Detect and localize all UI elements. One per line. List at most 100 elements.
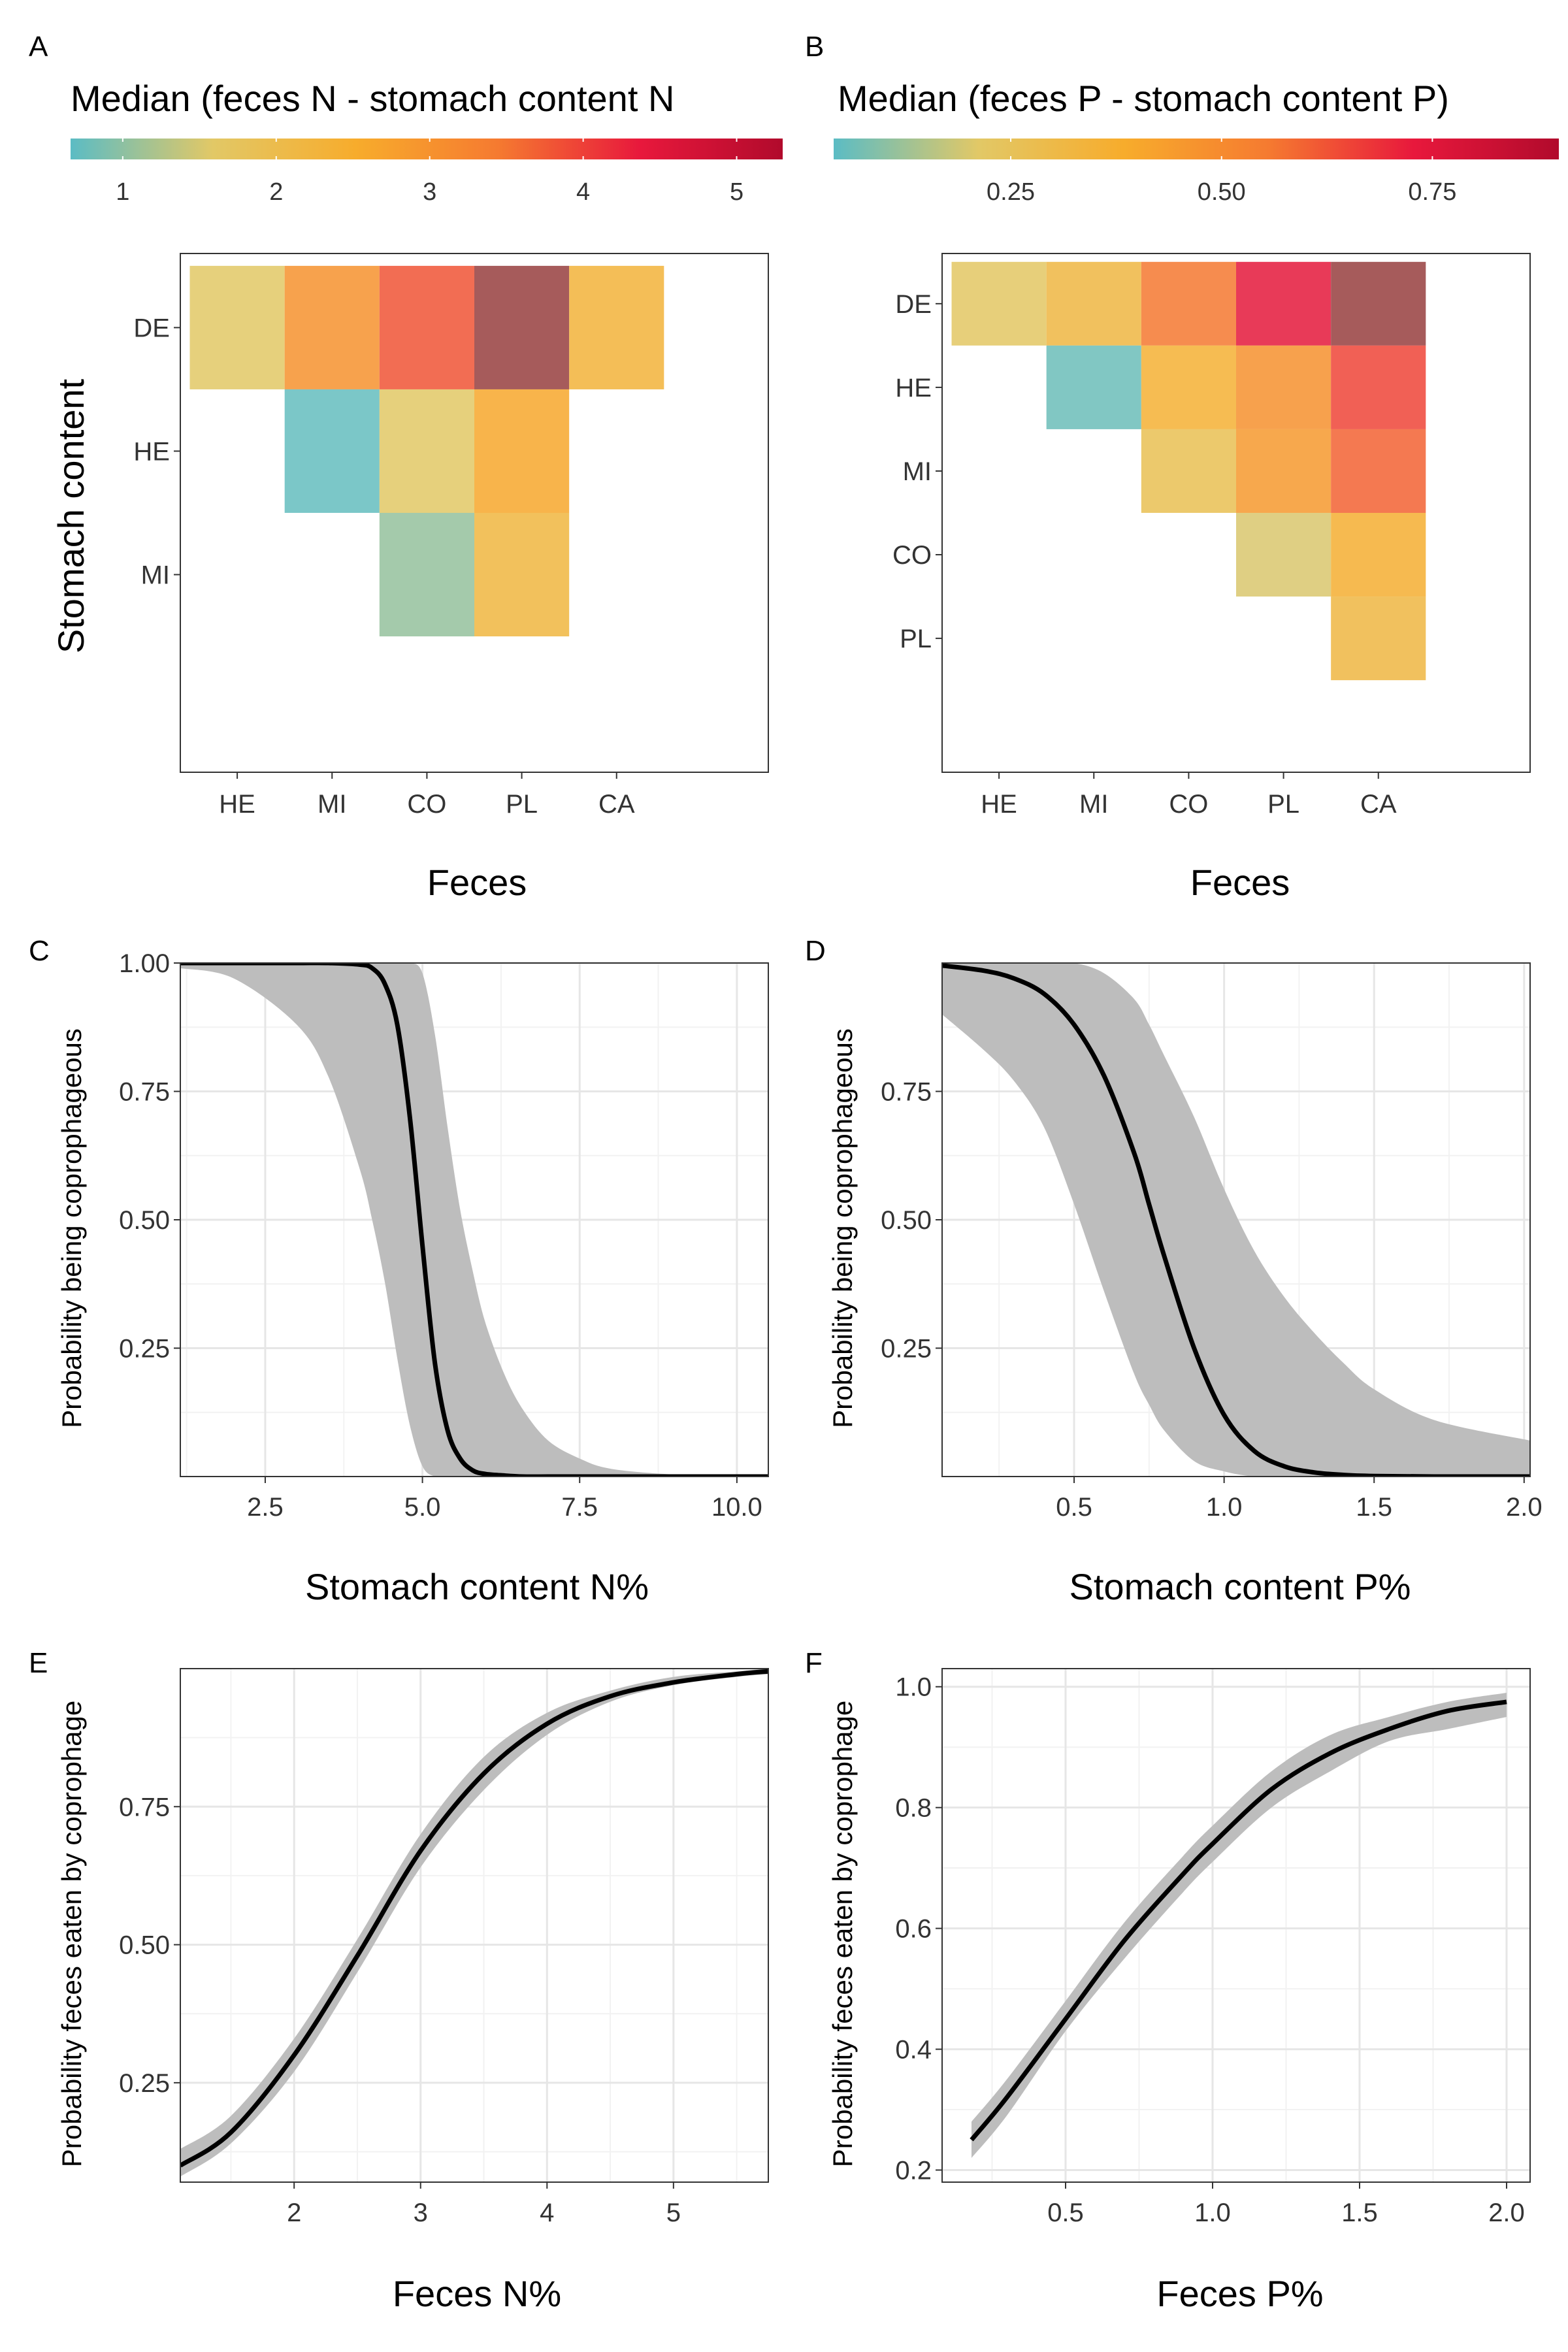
fitted-curve bbox=[180, 963, 768, 1477]
y-tick-label: 1.0 bbox=[895, 1673, 932, 1702]
panel-f: F 0.5 1.0 1.5 2.0 0.2 0.4 0.6 0.8 1.0 Feces P% P… bbox=[805, 1647, 1531, 2314]
panel-c: C 2.5 5.0 7.5 10.0 0.25 0.50 0.75 1.00 Stomach … bbox=[29, 935, 769, 1607]
x-axis-title-f: Feces P% bbox=[1156, 2273, 1323, 2314]
heatmap-cell bbox=[951, 261, 1047, 346]
color-legend-b: 0.25 0.50 0.75 bbox=[834, 139, 1559, 206]
heatmap-cell bbox=[474, 389, 570, 513]
panel-d: D 0.5 1.0 1.5 2.0 0.25 0.50 0.75 Stomach conte… bbox=[805, 935, 1543, 1607]
y-tick-label: MI bbox=[141, 561, 170, 590]
heatmap-cell bbox=[1236, 513, 1331, 597]
y-tick-label: 0.4 bbox=[895, 2036, 932, 2065]
curve-plot-e: 2 3 4 5 0.25 0.50 0.75 bbox=[119, 1668, 769, 2227]
y-tick-label: 0.75 bbox=[119, 1793, 170, 1821]
x-tick-label: 1.5 bbox=[1356, 1493, 1392, 1522]
heatmap-cell bbox=[379, 513, 474, 637]
legend-tick-label: 2 bbox=[269, 178, 283, 206]
y-tick-label: PL bbox=[900, 625, 932, 653]
fitted-curve bbox=[942, 963, 1530, 1477]
x-tick-label: CO bbox=[407, 790, 446, 819]
y-axis-title-e: Probability feces eaten by coprophage bbox=[56, 1701, 87, 2167]
x-axis-title-d: Stomach content P% bbox=[1070, 1566, 1411, 1607]
y-tick-label: 0.50 bbox=[881, 1206, 932, 1235]
x-tick-label: CO bbox=[1169, 790, 1208, 819]
panel-letter-c: C bbox=[29, 935, 50, 967]
x-tick-label: 2 bbox=[287, 2198, 301, 2227]
x-tick-label: CA bbox=[598, 790, 635, 819]
fitted-curve bbox=[180, 1669, 768, 2168]
x-axis-title-e: Feces N% bbox=[393, 2273, 561, 2314]
x-tick-label: 1.0 bbox=[1206, 1493, 1243, 1522]
heatmap-cell bbox=[379, 265, 474, 389]
confidence-ribbon bbox=[942, 963, 1530, 1477]
heatmap-cell bbox=[379, 389, 474, 513]
curve-plot-c: 2.5 5.0 7.5 10.0 0.25 0.50 0.75 1.00 bbox=[119, 949, 769, 1522]
panel-e: E 2 3 4 5 0.25 0.50 0.75 Feces N% Probability … bbox=[29, 1647, 769, 2314]
fitted-curve bbox=[970, 1699, 1507, 2142]
x-tick-label: 5 bbox=[666, 2198, 681, 2227]
panel-letter-e: E bbox=[29, 1647, 48, 1679]
heatmap-cell bbox=[1331, 345, 1426, 429]
x-tick-label: PL bbox=[1267, 790, 1299, 819]
legend-tick-label: 5 bbox=[730, 178, 743, 206]
y-tick-label: 0.25 bbox=[119, 2069, 170, 2098]
y-tick-label: DE bbox=[895, 290, 932, 319]
heatmap-cell bbox=[189, 265, 285, 389]
y-tick-label: MI bbox=[903, 457, 932, 486]
heatmap-cell bbox=[1046, 345, 1141, 429]
x-axis-title-b: Feces bbox=[1190, 862, 1290, 903]
heatmap-cell bbox=[1236, 345, 1331, 429]
heatmap-cell bbox=[474, 513, 570, 637]
legend-tick-label: 0.25 bbox=[987, 178, 1035, 206]
y-tick-label: 0.25 bbox=[881, 1335, 932, 1364]
color-legend-a: 1 2 3 4 5 bbox=[71, 139, 783, 206]
x-tick-label: 0.5 bbox=[1056, 1493, 1092, 1522]
y-tick-label: CO bbox=[892, 541, 932, 570]
heatmap-cell bbox=[1141, 261, 1236, 346]
legend-tick-label: 0.50 bbox=[1198, 178, 1246, 206]
y-axis-title-c: Probability being coprophageous bbox=[56, 1028, 87, 1428]
x-tick-label: MI bbox=[1079, 790, 1108, 819]
y-tick-label: 0.6 bbox=[895, 1915, 932, 1944]
y-tick-label: 0.2 bbox=[895, 2157, 932, 2185]
plot-background bbox=[942, 1669, 1530, 2182]
curve-plot-d: 0.5 1.0 1.5 2.0 0.25 0.50 0.75 bbox=[881, 962, 1543, 1522]
x-tick-label: PL bbox=[506, 790, 538, 819]
heatmap-cell bbox=[1236, 429, 1331, 513]
y-tick-label: 0.8 bbox=[895, 1794, 932, 1823]
x-tick-label: 1.0 bbox=[1194, 2198, 1231, 2227]
legend-title-b: Median (feces P - stomach content P) bbox=[838, 78, 1449, 119]
x-tick-label: 2.5 bbox=[247, 1493, 284, 1522]
heatmap-cell bbox=[1141, 345, 1236, 429]
y-tick-label: HE bbox=[895, 374, 932, 402]
y-tick-label: HE bbox=[133, 437, 170, 466]
heatmap-cell bbox=[1331, 429, 1426, 513]
heatmap-a: HE MI CO PL CA DE HE MI bbox=[133, 253, 769, 819]
x-tick-label: HE bbox=[219, 790, 255, 819]
heatmap-cell bbox=[1331, 513, 1426, 597]
y-axis-title-d: Probability being coprophageous bbox=[827, 1028, 858, 1428]
y-axis-title-a: Stomach content bbox=[50, 378, 91, 653]
panel-letter-d: D bbox=[805, 935, 826, 967]
y-tick-label: 1.00 bbox=[119, 949, 170, 978]
x-tick-label: 1.5 bbox=[1341, 2198, 1378, 2227]
panel-a: A Median (feces N - stomach content N 1 2… bbox=[29, 31, 783, 903]
panel-letter-b: B bbox=[805, 31, 824, 63]
x-tick-label: MI bbox=[318, 790, 346, 819]
x-tick-label: 4 bbox=[540, 2198, 554, 2227]
legend-colorbar bbox=[834, 139, 1559, 159]
x-tick-label: 0.5 bbox=[1047, 2198, 1084, 2227]
heatmap-cell bbox=[284, 265, 380, 389]
plot-background bbox=[180, 1669, 768, 2182]
confidence-ribbon bbox=[180, 963, 768, 1477]
heatmap-cell bbox=[1331, 261, 1426, 346]
x-axis-title-c: Stomach content N% bbox=[305, 1566, 649, 1607]
heatmap-cell bbox=[1331, 596, 1426, 681]
legend-tick-label: 3 bbox=[423, 178, 436, 206]
heatmap-cell bbox=[474, 265, 570, 389]
y-tick-label: 0.50 bbox=[119, 1931, 170, 1960]
y-axis-title-f: Probability feces eaten by coprophage bbox=[827, 1701, 858, 2167]
y-tick-label: 0.75 bbox=[881, 1078, 932, 1107]
panel-letter-a: A bbox=[29, 31, 48, 63]
x-tick-label: 5.0 bbox=[404, 1493, 441, 1522]
